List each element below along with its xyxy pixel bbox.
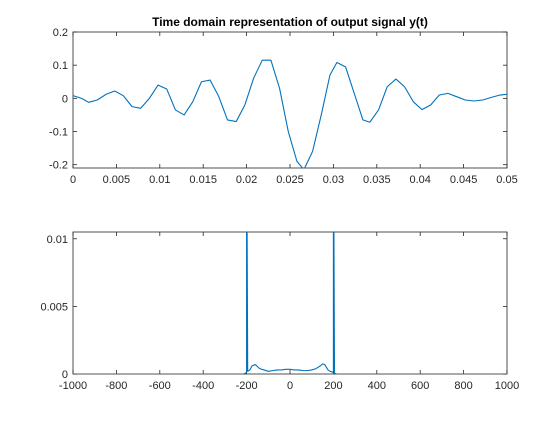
chart1-xtick-label: 0.04 (409, 174, 430, 186)
chart1-xtick-label: 0.01 (149, 174, 170, 186)
chart1-xtick-label: 0.005 (103, 174, 131, 186)
chart1-ytick-label: 0 (62, 93, 68, 105)
chart1-series-line (73, 59, 507, 168)
chart2-xtick-label: -800 (105, 380, 127, 392)
chart1-title: Time domain representation of output sig… (152, 15, 428, 29)
chart2-xtick-label: -200 (236, 380, 258, 392)
chart2-axes: -1000 -800 -600 -400 -200 0 200 400 600 800 1000 0 0… (40, 231, 519, 392)
chart2-xtick-label: 400 (368, 380, 386, 392)
chart1-ytick-label: 0.2 (53, 27, 68, 39)
chart2-xtick-label: 0 (287, 380, 293, 392)
chart1-xtick-label: 0.015 (189, 174, 217, 186)
chart2-xtick-label: 800 (454, 380, 472, 392)
chart1-xtick-label: 0.05 (496, 174, 517, 186)
chart1-ytick-label: 0.1 (53, 60, 68, 72)
chart2-ytick-label: 0.01 (47, 234, 68, 246)
chart2-xtick-label: 1000 (495, 380, 519, 392)
chart2-xtick-label: -600 (149, 380, 171, 392)
chart1-xtick-label: 0.02 (236, 174, 257, 186)
chart2-ytick-label: 0 (62, 369, 68, 381)
chart1-axes: 0 0.005 0.01 0.015 0.02 0.025 0.03 0.035 0.04 0.0… (49, 15, 518, 186)
chart2-axes-box (72, 231, 508, 375)
chart2-series-line (73, 232, 507, 374)
chart1-xtick-label: 0.025 (276, 174, 304, 186)
chart1-xtick-label: 0.045 (450, 174, 478, 186)
chart2-xtick-label: -400 (192, 380, 214, 392)
chart1-ytick-label: -0.1 (49, 127, 68, 139)
chart2-xtick-label: -1000 (59, 380, 87, 392)
chart1-ytick-label: -0.2 (49, 160, 68, 172)
chart1-xtick-label: 0.035 (363, 174, 391, 186)
chart1-xtick-label: 0 (70, 174, 76, 186)
chart1-xtick-label: 0.03 (323, 174, 344, 186)
chart2-ytick-label: 0.005 (40, 301, 68, 313)
chart2-xtick-label: 600 (411, 380, 429, 392)
chart1-axes-box (72, 31, 508, 169)
chart2-xtick-label: 200 (324, 380, 342, 392)
